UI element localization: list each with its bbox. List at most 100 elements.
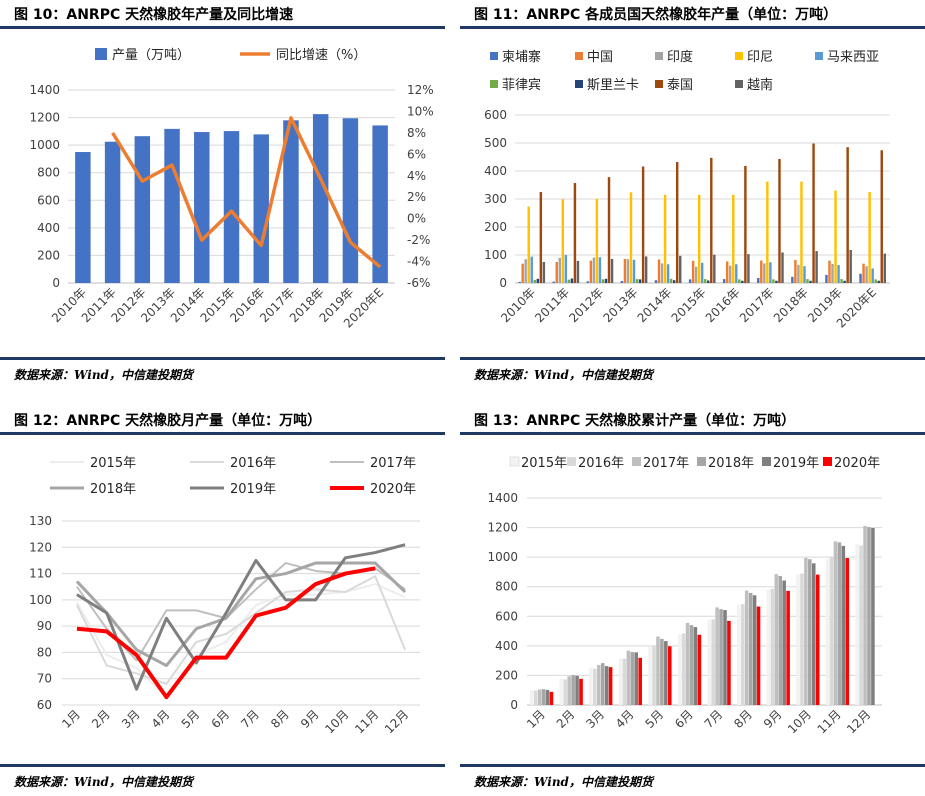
bar: [537, 689, 542, 705]
legend-label: 泰国: [667, 78, 693, 93]
bar: [634, 652, 639, 705]
bar: [563, 679, 568, 705]
x-tick-label: 4月: [149, 707, 173, 731]
bar: [693, 627, 698, 705]
bar: [772, 279, 775, 283]
bar: [600, 663, 605, 705]
bar: [586, 281, 590, 283]
y-tick-label: 100: [29, 593, 52, 607]
legend-label: 2020年: [370, 482, 416, 497]
bar: [223, 131, 240, 283]
bar: [677, 634, 682, 705]
bar: [729, 265, 732, 283]
y2-tick-label: 12%: [407, 83, 434, 97]
series-line: [76, 575, 407, 685]
bar: [681, 633, 686, 705]
chart-fig12: 60 70 80 90 100 110 120 130 1月 2月 3月 4月 5月 6月 7月 8月 9月 10…: [29, 456, 420, 736]
bar: [865, 266, 868, 283]
bar: [666, 264, 670, 283]
bar: [656, 636, 660, 705]
y-tick-label: 0: [52, 276, 60, 290]
x-tick-label: 9月: [761, 707, 785, 731]
bar: [804, 557, 808, 705]
bar: [769, 262, 772, 283]
bar: [620, 281, 624, 283]
bar: [806, 279, 809, 283]
chart-title: 图 11：ANRPC 各成员国天然橡胶年产量（单位：万吨）: [474, 7, 838, 23]
bar: [549, 691, 554, 705]
bar: [539, 192, 543, 283]
bar: [626, 650, 631, 705]
x-tick-label: 1月: [59, 707, 83, 731]
growth-line: [111, 116, 382, 269]
bar: [573, 183, 577, 283]
chart-title: 图 10：ANRPC 天然橡胶年产量及同比增速: [14, 7, 294, 23]
bar: [867, 527, 871, 705]
bar: [134, 136, 151, 283]
bar: [811, 563, 816, 705]
y-tick-label: 90: [37, 619, 52, 633]
y2-tick-label: 8%: [407, 126, 426, 140]
panel-fig10: 图 10：ANRPC 天然橡胶年产量及同比增速 0 200 400 600 800 100…: [0, 0, 445, 396]
bar: [579, 678, 583, 705]
bar: [738, 279, 741, 283]
series-line: [76, 543, 406, 691]
y2-tick-label: 10%: [407, 104, 434, 118]
legend-swatch: [697, 457, 706, 466]
bar: [595, 198, 599, 283]
bar: [766, 589, 771, 705]
source-note: 数据来源：Wind，中信建投期货: [474, 368, 653, 382]
bar: [710, 157, 713, 283]
x-tick-label: 7月: [702, 707, 726, 731]
bar: [564, 255, 568, 283]
bar: [570, 278, 574, 283]
bar: [763, 263, 766, 283]
bar: [815, 251, 818, 283]
bar: [871, 528, 875, 705]
title-rule: [460, 26, 925, 29]
bar: [697, 634, 702, 705]
y-tick-label: 200: [495, 668, 518, 682]
bar: [597, 664, 601, 705]
bar: [834, 190, 837, 283]
bar: [533, 690, 538, 705]
legend-swatch: [95, 48, 107, 60]
source-note: 数据来源：Wind，中信建投期货: [14, 775, 193, 789]
bar: [610, 258, 614, 283]
legend-label: 2017年: [643, 456, 689, 471]
source-note: 数据来源：Wind，中信建投期货: [474, 775, 653, 789]
bar: [561, 199, 565, 283]
bar: [744, 165, 747, 283]
bar: [536, 278, 540, 283]
bar: [809, 280, 812, 283]
bar: [841, 545, 846, 705]
bar: [849, 249, 852, 283]
y-tick-label: 120: [29, 540, 52, 554]
y-tick-label: 70: [37, 672, 52, 686]
x-tick-label: 9月: [298, 707, 322, 731]
bar: [843, 280, 846, 283]
legend-swatch: [762, 457, 771, 466]
legend-label: 2019年: [773, 456, 819, 471]
bar: [164, 128, 180, 283]
x-tick-label: 2018年: [771, 285, 811, 325]
legend-label: 2019年: [230, 482, 276, 497]
bar: [846, 147, 849, 283]
bar: [689, 625, 694, 705]
legend-swatch: [490, 80, 498, 88]
bar: [657, 259, 661, 283]
bar: [797, 264, 800, 283]
bar: [837, 542, 842, 705]
bar: [812, 143, 815, 283]
bar: [626, 259, 630, 283]
bar: [829, 557, 834, 705]
y-tick-label: 200: [37, 248, 60, 262]
bar: [715, 607, 719, 705]
legend-label: 越南: [747, 77, 773, 93]
bar: [747, 254, 750, 283]
bar: [723, 610, 727, 705]
bar: [567, 279, 571, 283]
bar: [833, 541, 838, 705]
bar: [669, 278, 673, 283]
bar: [660, 638, 664, 705]
